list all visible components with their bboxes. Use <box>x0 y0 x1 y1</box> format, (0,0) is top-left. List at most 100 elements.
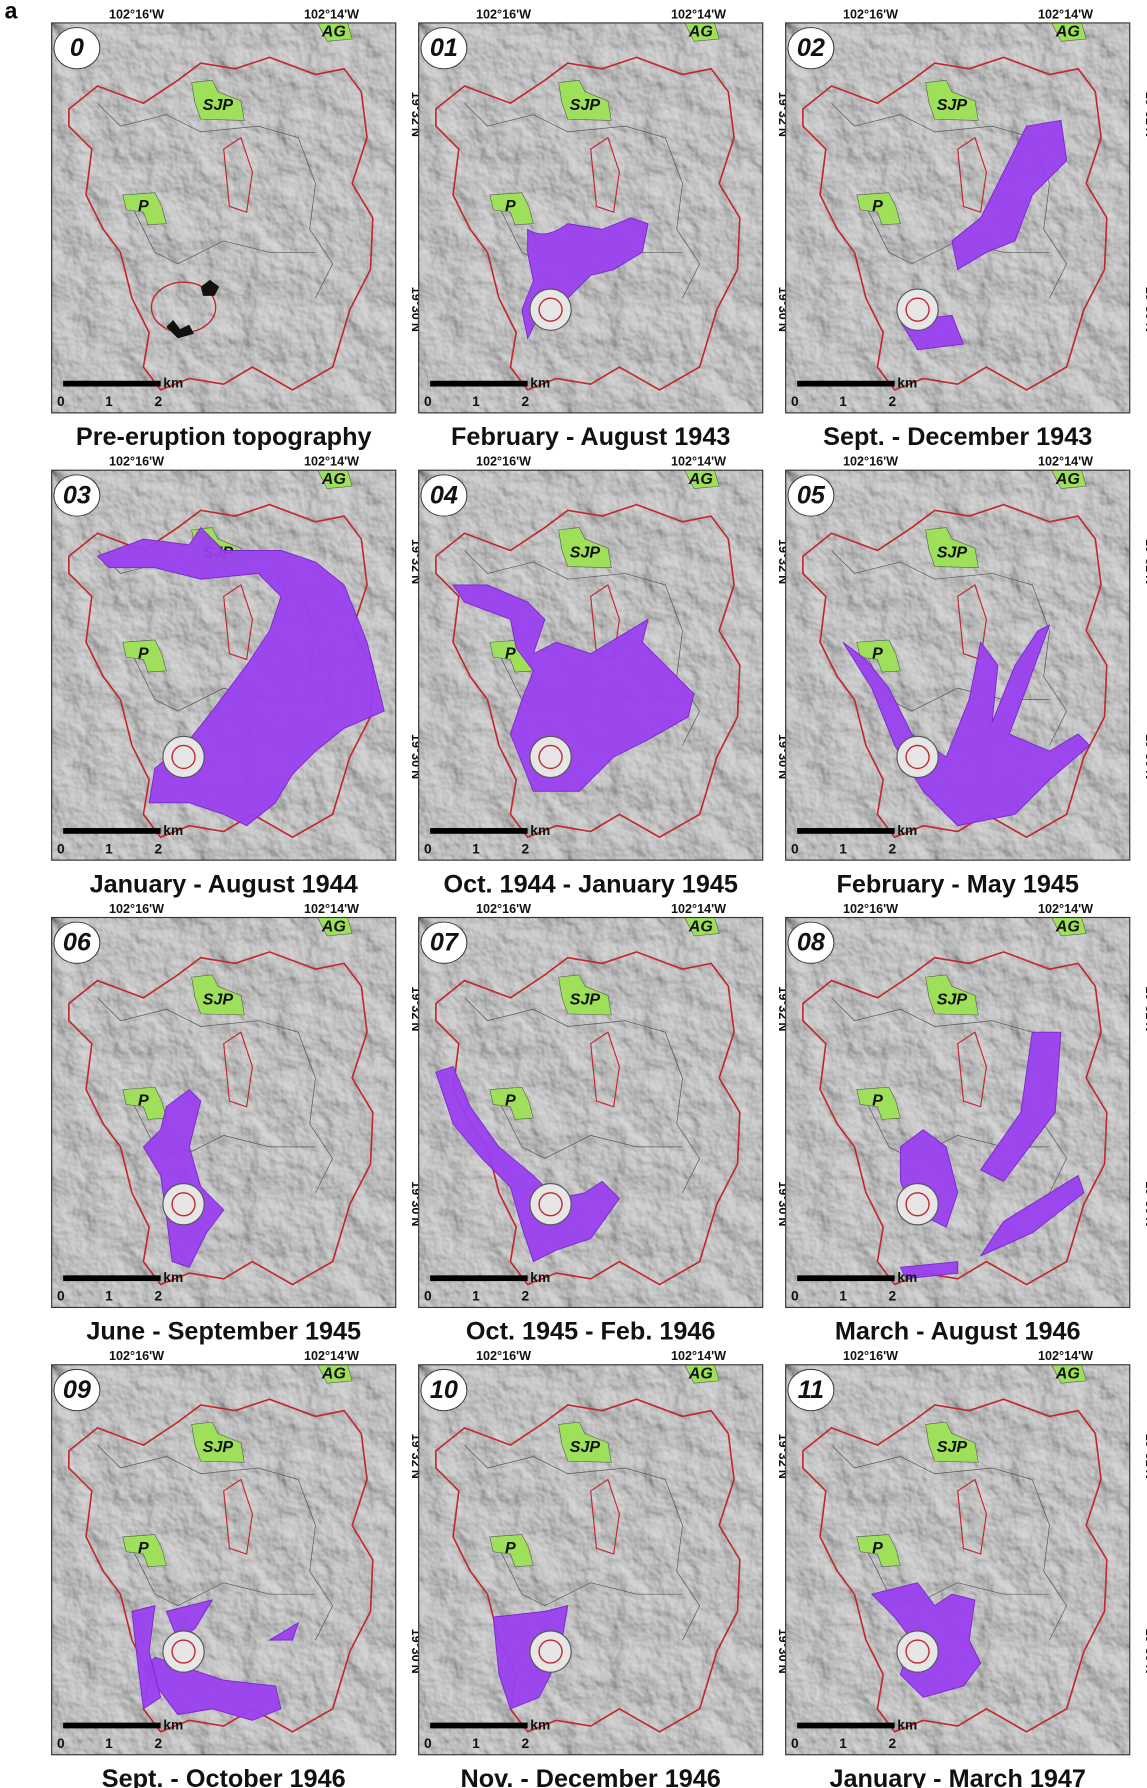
scale-unit: km <box>163 1718 183 1733</box>
scale-unit: km <box>163 823 183 838</box>
scale-tick-label: 1 <box>105 394 113 409</box>
scale-unit: km <box>530 1270 550 1285</box>
scale-tick-label: 0 <box>57 394 65 409</box>
place-label: SJP <box>570 991 601 1009</box>
scale-tick-label: 0 <box>424 841 432 856</box>
hillshade <box>786 1365 1130 1755</box>
scale-tick-label: 1 <box>105 1736 113 1751</box>
cone <box>163 736 204 777</box>
panel-number: 06 <box>63 929 92 957</box>
map-panel: AGSJPP09km012102°16'W102°14'W19°32'N19°3… <box>52 1349 423 1788</box>
longitude-label: 102°14'W <box>1038 7 1093 21</box>
longitude-label: 102°16'W <box>476 902 531 916</box>
panel-caption: Sept. - December 1943 <box>823 423 1092 451</box>
place-label: SJP <box>937 96 968 114</box>
scale-unit: km <box>163 376 183 391</box>
scale-tick-label: 1 <box>839 1736 847 1751</box>
scale-bar <box>430 828 527 834</box>
scale-tick-label: 2 <box>889 394 897 409</box>
hillshade <box>52 23 396 413</box>
latitude-label: 19°32'N <box>1143 1434 1147 1479</box>
longitude-label: 102°16'W <box>476 7 531 21</box>
longitude-label: 102°14'W <box>671 1349 726 1363</box>
place-label: AG <box>688 23 713 41</box>
scale-tick-label: 2 <box>154 1289 162 1304</box>
scale-tick-label: 0 <box>424 394 432 409</box>
longitude-label: 102°14'W <box>671 7 726 21</box>
map-panel: AGSJPP01km012102°16'W102°14'W19°32'N19°3… <box>419 7 790 451</box>
place-label: SJP <box>203 991 234 1009</box>
scale-tick-label: 1 <box>472 841 480 856</box>
scale-bar <box>430 381 527 387</box>
panel-caption: Oct. 1945 - Feb. 1946 <box>466 1318 716 1346</box>
scale-tick-label: 1 <box>839 841 847 856</box>
map-panel: AGSJPP04km012102°16'W102°14'W19°32'N19°3… <box>419 455 790 899</box>
latitude-label: 19°32'N <box>1143 92 1147 137</box>
panel-number: 10 <box>430 1376 458 1404</box>
scale-bar <box>797 1275 894 1281</box>
place-label: SJP <box>203 1438 234 1456</box>
cone <box>530 1184 571 1225</box>
scale-tick-label: 1 <box>105 1289 113 1304</box>
longitude-label: 102°16'W <box>843 455 898 469</box>
scale-tick-label: 1 <box>472 394 480 409</box>
place-label: SJP <box>570 96 601 114</box>
panel-number: 09 <box>63 1376 91 1404</box>
longitude-label: 102°14'W <box>304 455 359 469</box>
place-label: P <box>872 197 883 215</box>
longitude-label: 102°16'W <box>843 7 898 21</box>
cone <box>897 736 938 777</box>
scale-tick-label: 2 <box>154 841 162 856</box>
scale-tick-label: 0 <box>424 1289 432 1304</box>
scale-unit: km <box>897 1270 917 1285</box>
place-label: P <box>138 1092 149 1110</box>
longitude-label: 102°16'W <box>109 902 164 916</box>
scale-bar <box>63 381 160 387</box>
longitude-label: 102°14'W <box>1038 902 1093 916</box>
place-label: SJP <box>203 96 234 114</box>
map-panel: AGSJPP08km012102°16'W102°14'W19°32'N19°3… <box>786 902 1147 1346</box>
place-label: P <box>138 644 149 662</box>
place-label: AG <box>1055 1365 1080 1383</box>
place-label: P <box>138 1539 149 1557</box>
longitude-label: 102°16'W <box>476 455 531 469</box>
scale-bar <box>63 828 160 834</box>
place-label: AG <box>688 470 713 488</box>
longitude-label: 102°14'W <box>671 902 726 916</box>
panel-number: 11 <box>798 1376 824 1404</box>
scale-tick-label: 0 <box>57 1289 65 1304</box>
scale-bar <box>430 1275 527 1281</box>
place-label: AG <box>1055 917 1080 935</box>
hillshade <box>786 23 1130 413</box>
scale-tick-label: 0 <box>791 1289 799 1304</box>
latitude-label: 19°30'N <box>1143 1181 1147 1226</box>
panel-caption: January - August 1944 <box>90 870 358 898</box>
scale-tick-label: 1 <box>839 394 847 409</box>
hillshade <box>419 23 763 413</box>
place-label: SJP <box>937 1438 968 1456</box>
latitude-label: 19°30'N <box>1143 287 1147 332</box>
scale-unit: km <box>530 823 550 838</box>
scale-tick-label: 0 <box>791 841 799 856</box>
latitude-label: 19°32'N <box>1143 986 1147 1031</box>
longitude-label: 102°16'W <box>109 7 164 21</box>
scale-tick-label: 2 <box>889 841 897 856</box>
longitude-label: 102°14'W <box>1038 455 1093 469</box>
scale-tick-label: 0 <box>57 1736 65 1751</box>
panel-caption: June - September 1945 <box>86 1318 361 1346</box>
longitude-label: 102°16'W <box>476 1349 531 1363</box>
scale-unit: km <box>163 1270 183 1285</box>
scale-bar <box>797 381 894 387</box>
cone <box>530 289 571 330</box>
panel-caption: January - March 1947 <box>829 1765 1086 1788</box>
place-label: AG <box>1055 470 1080 488</box>
hillshade <box>786 918 1130 1308</box>
scale-tick-label: 2 <box>889 1289 897 1304</box>
scale-bar <box>63 1723 160 1729</box>
place-label: AG <box>321 23 346 41</box>
scale-tick-label: 2 <box>154 1736 162 1751</box>
panel-number: 07 <box>430 929 460 957</box>
